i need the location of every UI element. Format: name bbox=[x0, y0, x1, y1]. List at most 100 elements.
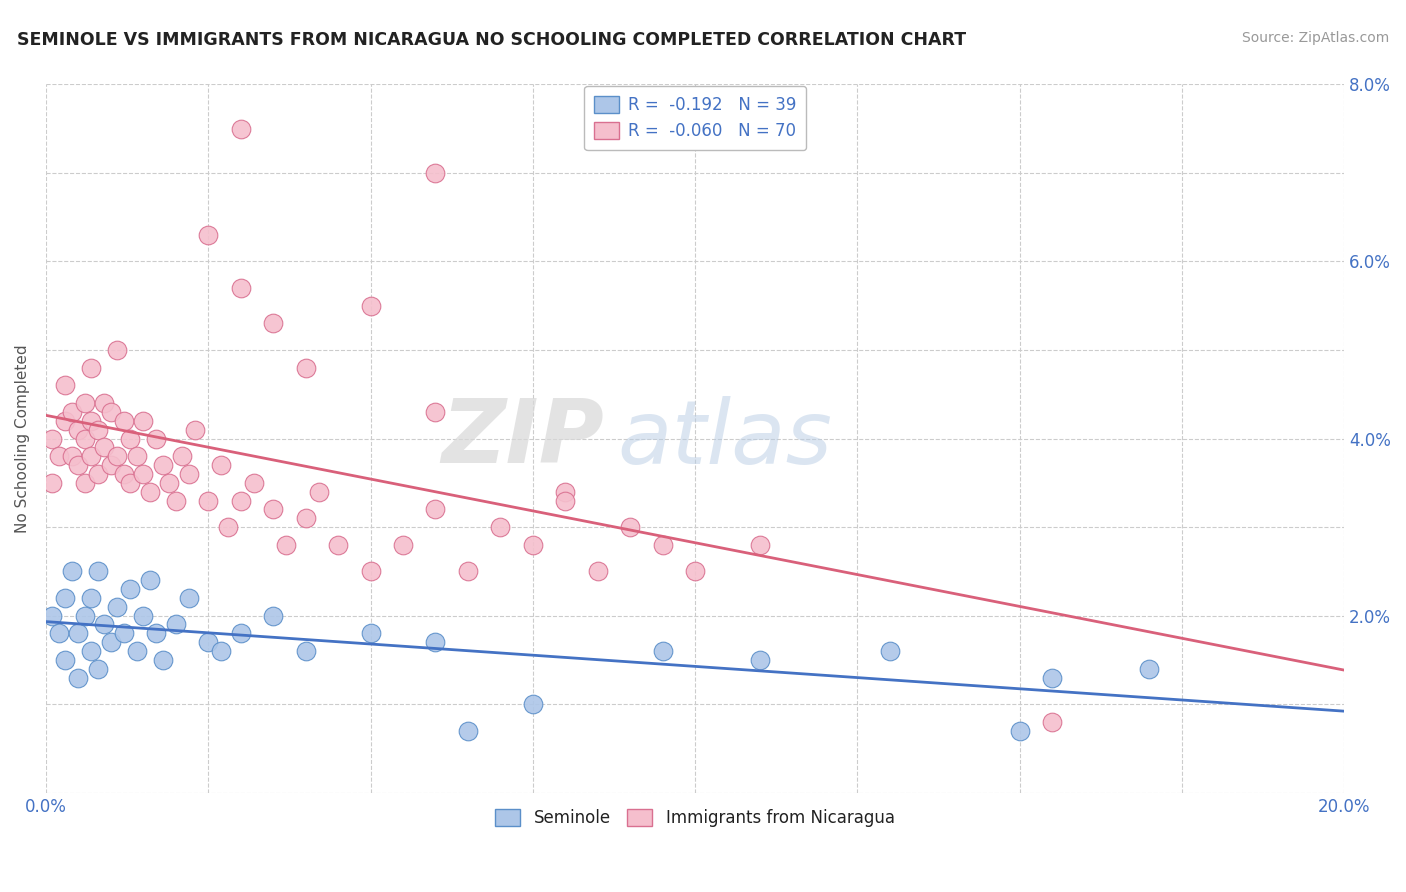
Point bbox=[60, 565, 83, 579]
Point bbox=[120, 582, 142, 596]
Point bbox=[554, 484, 576, 499]
Point bbox=[177, 467, 200, 481]
Point bbox=[80, 644, 103, 658]
Point bbox=[87, 467, 110, 481]
Point bbox=[522, 538, 544, 552]
Point bbox=[73, 396, 96, 410]
Point bbox=[619, 520, 641, 534]
Point bbox=[60, 405, 83, 419]
Point bbox=[522, 697, 544, 711]
Point bbox=[425, 166, 447, 180]
Point bbox=[100, 635, 122, 649]
Point bbox=[209, 458, 232, 472]
Point bbox=[48, 449, 70, 463]
Point bbox=[139, 484, 162, 499]
Point bbox=[165, 493, 187, 508]
Point bbox=[55, 653, 77, 667]
Point bbox=[229, 626, 252, 640]
Point bbox=[326, 538, 349, 552]
Point bbox=[457, 723, 479, 738]
Point bbox=[425, 405, 447, 419]
Point bbox=[392, 538, 415, 552]
Point bbox=[1040, 671, 1063, 685]
Point bbox=[749, 653, 772, 667]
Text: Source: ZipAtlas.com: Source: ZipAtlas.com bbox=[1241, 31, 1389, 45]
Point bbox=[242, 475, 264, 490]
Legend: Seminole, Immigrants from Nicaragua: Seminole, Immigrants from Nicaragua bbox=[489, 803, 901, 834]
Text: ZIP: ZIP bbox=[441, 395, 605, 482]
Text: SEMINOLE VS IMMIGRANTS FROM NICARAGUA NO SCHOOLING COMPLETED CORRELATION CHART: SEMINOLE VS IMMIGRANTS FROM NICARAGUA NO… bbox=[17, 31, 966, 49]
Point bbox=[360, 565, 382, 579]
Point bbox=[217, 520, 239, 534]
Point bbox=[125, 449, 148, 463]
Point bbox=[145, 626, 167, 640]
Point bbox=[177, 591, 200, 605]
Point bbox=[209, 644, 232, 658]
Point bbox=[172, 449, 194, 463]
Point bbox=[80, 449, 103, 463]
Point bbox=[93, 396, 115, 410]
Point bbox=[197, 493, 219, 508]
Point bbox=[55, 591, 77, 605]
Point bbox=[48, 626, 70, 640]
Point bbox=[262, 608, 284, 623]
Point bbox=[67, 423, 90, 437]
Point bbox=[229, 121, 252, 136]
Point bbox=[93, 441, 115, 455]
Point bbox=[73, 475, 96, 490]
Point bbox=[87, 662, 110, 676]
Point bbox=[425, 502, 447, 516]
Point bbox=[651, 644, 673, 658]
Point bbox=[683, 565, 706, 579]
Point bbox=[229, 281, 252, 295]
Point bbox=[125, 644, 148, 658]
Point bbox=[262, 502, 284, 516]
Point bbox=[80, 414, 103, 428]
Point bbox=[80, 360, 103, 375]
Point bbox=[41, 475, 63, 490]
Point bbox=[229, 493, 252, 508]
Point bbox=[67, 671, 90, 685]
Point bbox=[73, 608, 96, 623]
Point bbox=[105, 599, 128, 614]
Point bbox=[1040, 714, 1063, 729]
Point bbox=[879, 644, 901, 658]
Point bbox=[112, 626, 135, 640]
Y-axis label: No Schooling Completed: No Schooling Completed bbox=[15, 344, 30, 533]
Point bbox=[87, 423, 110, 437]
Point bbox=[132, 467, 155, 481]
Point bbox=[100, 405, 122, 419]
Point bbox=[132, 414, 155, 428]
Point bbox=[93, 617, 115, 632]
Point bbox=[132, 608, 155, 623]
Point bbox=[120, 432, 142, 446]
Point bbox=[145, 432, 167, 446]
Point bbox=[489, 520, 512, 534]
Point bbox=[41, 432, 63, 446]
Point bbox=[67, 626, 90, 640]
Point bbox=[67, 458, 90, 472]
Point bbox=[360, 626, 382, 640]
Point bbox=[308, 484, 330, 499]
Point bbox=[294, 644, 316, 658]
Point bbox=[425, 635, 447, 649]
Point bbox=[197, 227, 219, 242]
Point bbox=[55, 378, 77, 392]
Point bbox=[294, 511, 316, 525]
Point bbox=[184, 423, 207, 437]
Point bbox=[80, 591, 103, 605]
Point bbox=[152, 458, 174, 472]
Point bbox=[554, 493, 576, 508]
Point bbox=[586, 565, 609, 579]
Point bbox=[100, 458, 122, 472]
Point bbox=[262, 317, 284, 331]
Point bbox=[276, 538, 298, 552]
Point bbox=[55, 414, 77, 428]
Point bbox=[120, 475, 142, 490]
Point bbox=[105, 343, 128, 357]
Point bbox=[139, 573, 162, 587]
Point bbox=[1008, 723, 1031, 738]
Point bbox=[157, 475, 180, 490]
Point bbox=[87, 565, 110, 579]
Point bbox=[152, 653, 174, 667]
